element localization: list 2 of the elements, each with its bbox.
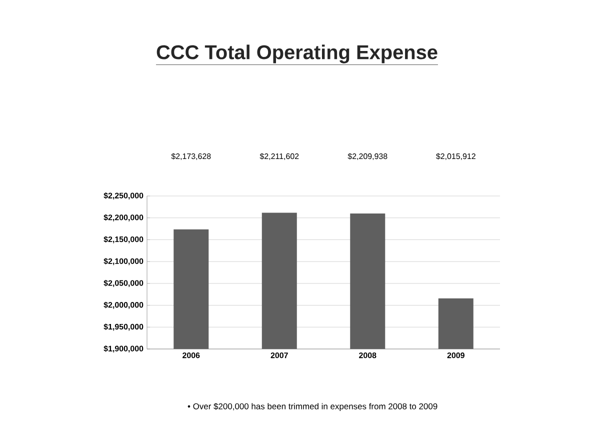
text: • Over $200,000 has been trimmed in expenses from 2008 to 2009 bbox=[188, 402, 438, 411]
chart-title: CCC Total Operating Expense bbox=[156, 44, 438, 64]
